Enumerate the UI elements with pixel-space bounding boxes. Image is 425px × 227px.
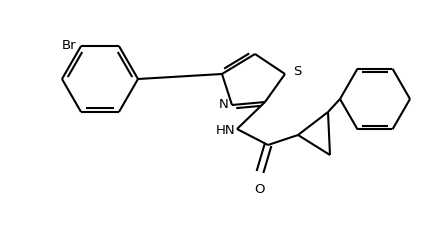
- Text: S: S: [293, 64, 301, 77]
- Text: O: O: [255, 182, 265, 195]
- Text: N: N: [219, 97, 229, 110]
- Text: HN: HN: [215, 123, 235, 136]
- Text: Br: Br: [61, 38, 76, 51]
